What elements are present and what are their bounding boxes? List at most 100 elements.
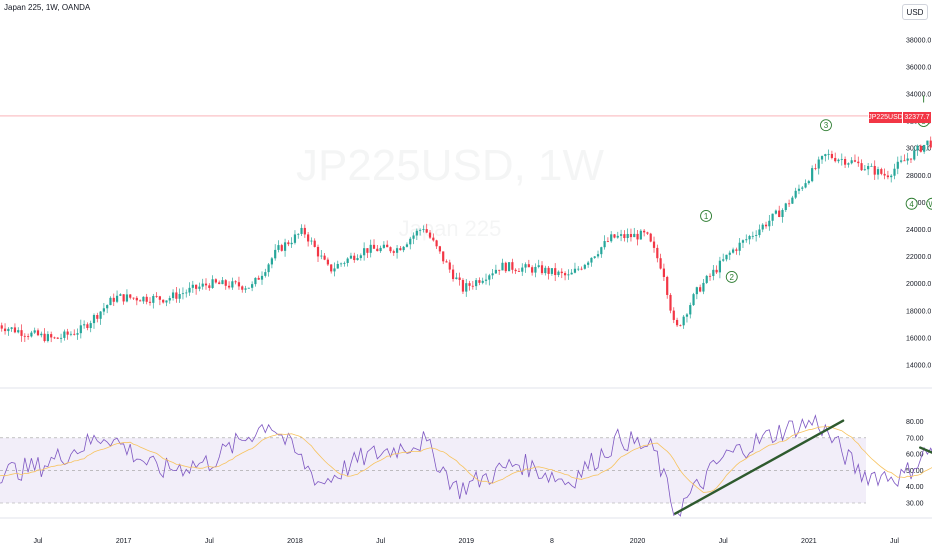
wave-label: I [922, 94, 925, 105]
candle [880, 167, 883, 176]
candle [926, 140, 929, 151]
candle [27, 333, 30, 340]
candle-body [774, 210, 778, 214]
candle [300, 224, 303, 236]
candle-body [372, 244, 376, 249]
candle-body [129, 294, 132, 298]
candle-body [590, 257, 593, 263]
candle-body [307, 234, 310, 242]
candle [336, 260, 339, 269]
candle-body [155, 295, 158, 297]
candle [56, 337, 59, 340]
candle [629, 228, 633, 242]
price-axis-label: 36000.0 [906, 64, 931, 71]
candle-body [876, 169, 880, 175]
time-axis-label: 2018 [287, 538, 303, 545]
candle [537, 259, 540, 269]
candle [162, 299, 165, 304]
candle [3, 323, 7, 335]
candle [43, 328, 46, 343]
candle-body [478, 280, 481, 283]
candle-body [501, 262, 504, 271]
candle-body [494, 269, 497, 274]
candle-body [643, 230, 646, 233]
candle [774, 209, 778, 215]
candle-body [139, 300, 142, 302]
candle [132, 297, 135, 301]
candle [557, 270, 560, 278]
candle [402, 245, 405, 253]
candle-body [626, 233, 629, 239]
candle-body [596, 254, 600, 257]
wave-label: 1 [700, 209, 713, 222]
candle [40, 331, 43, 338]
candle [448, 259, 451, 273]
candle [659, 253, 662, 270]
candle [353, 252, 356, 263]
candle-body [791, 197, 794, 204]
candle-body [178, 294, 181, 299]
candle [784, 202, 787, 212]
candle [583, 263, 586, 270]
candle [435, 239, 438, 250]
candle-body [237, 282, 241, 287]
candle-body [507, 262, 511, 272]
candle [386, 240, 389, 248]
candle [392, 249, 395, 256]
candle [343, 261, 346, 267]
candle-body [675, 319, 679, 326]
candle-body [287, 242, 290, 245]
candle-body [768, 220, 771, 227]
candle-body [231, 281, 234, 288]
candle [86, 322, 89, 331]
wave-label: 2 [725, 270, 738, 283]
candle-body [824, 154, 827, 157]
candle-body [310, 240, 313, 242]
candle [191, 280, 194, 293]
candle-body [300, 227, 303, 234]
candle-body [415, 230, 418, 236]
candle-body [326, 259, 329, 265]
candle-body [109, 297, 112, 306]
candle [797, 184, 801, 195]
candle-body [432, 237, 435, 241]
rsi-trendline[interactable] [674, 419, 845, 515]
candle [83, 320, 86, 329]
candle [919, 144, 922, 153]
rsi-pane[interactable]: 30.00 40.00 50.00 60.00 70.00 80.00 [0, 414, 932, 517]
candle [672, 307, 675, 324]
candle-body [274, 249, 277, 259]
candle-body [399, 248, 402, 251]
candle [109, 296, 112, 306]
candle [913, 146, 916, 161]
candle [478, 277, 481, 286]
candle-body [751, 235, 754, 237]
time-axis-label: 2020 [630, 538, 646, 545]
currency-button[interactable]: USD [902, 4, 928, 20]
candle-body [162, 299, 165, 303]
candle [781, 208, 784, 223]
candle [853, 154, 857, 163]
candle [241, 285, 244, 293]
price-pane[interactable]: JP225USD, 1W Japan 225 14000.0 16000.0 18000… [0, 0, 932, 389]
candle-body [731, 249, 735, 253]
candle-body [662, 268, 666, 277]
candle-body [277, 245, 280, 250]
candle-body [241, 286, 244, 290]
candle-body [290, 242, 293, 245]
symbol-title: Japan 225, 1W, OANDA [4, 3, 91, 12]
candle [145, 293, 148, 305]
candle-body [863, 169, 866, 171]
candle [458, 272, 461, 286]
candle [524, 262, 527, 273]
candle [504, 261, 507, 273]
candle-body [814, 168, 817, 169]
price-axis-label: 20000.0 [906, 281, 931, 288]
candle [603, 235, 606, 250]
candle [801, 186, 804, 192]
candle-body [834, 157, 837, 162]
candle [438, 245, 441, 254]
time-axis[interactable]: Jul2017Jul2018Jul201982020Jul2021Jul2022… [0, 517, 932, 545]
candle-body [175, 292, 178, 299]
